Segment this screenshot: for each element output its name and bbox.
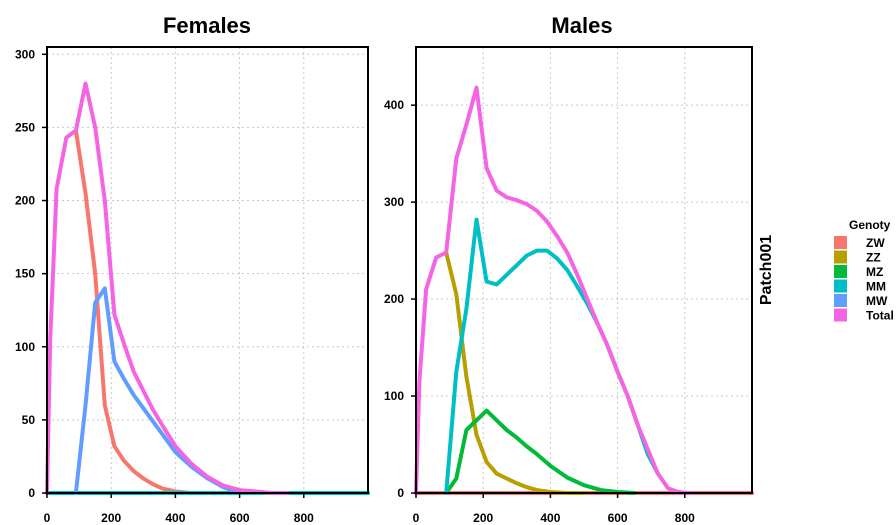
- x-tick-label: 400: [165, 511, 185, 525]
- legend-key-total: [834, 308, 847, 322]
- panel-title: Females: [163, 13, 251, 38]
- legend-label-total: Total: [866, 309, 894, 323]
- y-tick-label: 250: [15, 120, 35, 134]
- legend-key-zw: [834, 236, 847, 249]
- series-line-mm: [444, 217, 660, 495]
- x-tick-label: 200: [473, 511, 493, 525]
- x-tick-label: 600: [608, 511, 628, 525]
- legend-label-mw: MW: [866, 294, 888, 308]
- x-tick-label: 200: [101, 511, 121, 525]
- legend-label-zz: ZZ: [866, 251, 881, 265]
- legend-key-mw: [834, 294, 847, 307]
- y-tick-label: 300: [15, 47, 35, 61]
- y-tick-label: 200: [384, 292, 404, 306]
- y-tick-label: 0: [397, 486, 404, 500]
- plot-frame: [415, 46, 753, 494]
- legend-key-mz: [834, 265, 847, 278]
- y-tick-label: 100: [384, 389, 404, 403]
- panel-title: Males: [551, 13, 612, 38]
- x-tick-label: 800: [675, 511, 695, 525]
- legend-label-mz: MZ: [866, 265, 883, 279]
- x-tick-label: 400: [540, 511, 560, 525]
- males-panel: Males 0 200 400 600 800 0 100 200 300 400: [384, 13, 754, 525]
- x-tick-label: 0: [413, 511, 420, 525]
- series-line-total: [414, 85, 691, 495]
- legend-label-mm: MM: [866, 280, 886, 294]
- y-tick-label: 200: [15, 194, 35, 208]
- y-tick-label: 150: [15, 267, 35, 281]
- strip-label-patch: Patch001: [758, 235, 775, 305]
- y-tick-label: 50: [22, 413, 36, 427]
- legend-label-zw: ZW: [866, 236, 885, 250]
- females-panel: Females 0 200 400 600 800 0 50 100 150 200 250 300: [15, 13, 370, 525]
- x-tick-label: 0: [44, 511, 51, 525]
- x-tick-label: 800: [294, 511, 314, 525]
- plot-frame: [46, 46, 369, 494]
- y-tick-label: 400: [384, 98, 404, 112]
- legend-key-zz: [834, 250, 847, 264]
- legend-title: Genoty: [849, 218, 891, 232]
- series-line-total: [45, 81, 290, 495]
- series-line-mz: [444, 408, 637, 495]
- x-tick-label: 600: [230, 511, 250, 525]
- y-tick-label: 0: [28, 486, 35, 500]
- y-tick-label: 100: [15, 340, 35, 354]
- legend-key-mm: [834, 279, 847, 293]
- y-tick-label: 300: [384, 195, 404, 209]
